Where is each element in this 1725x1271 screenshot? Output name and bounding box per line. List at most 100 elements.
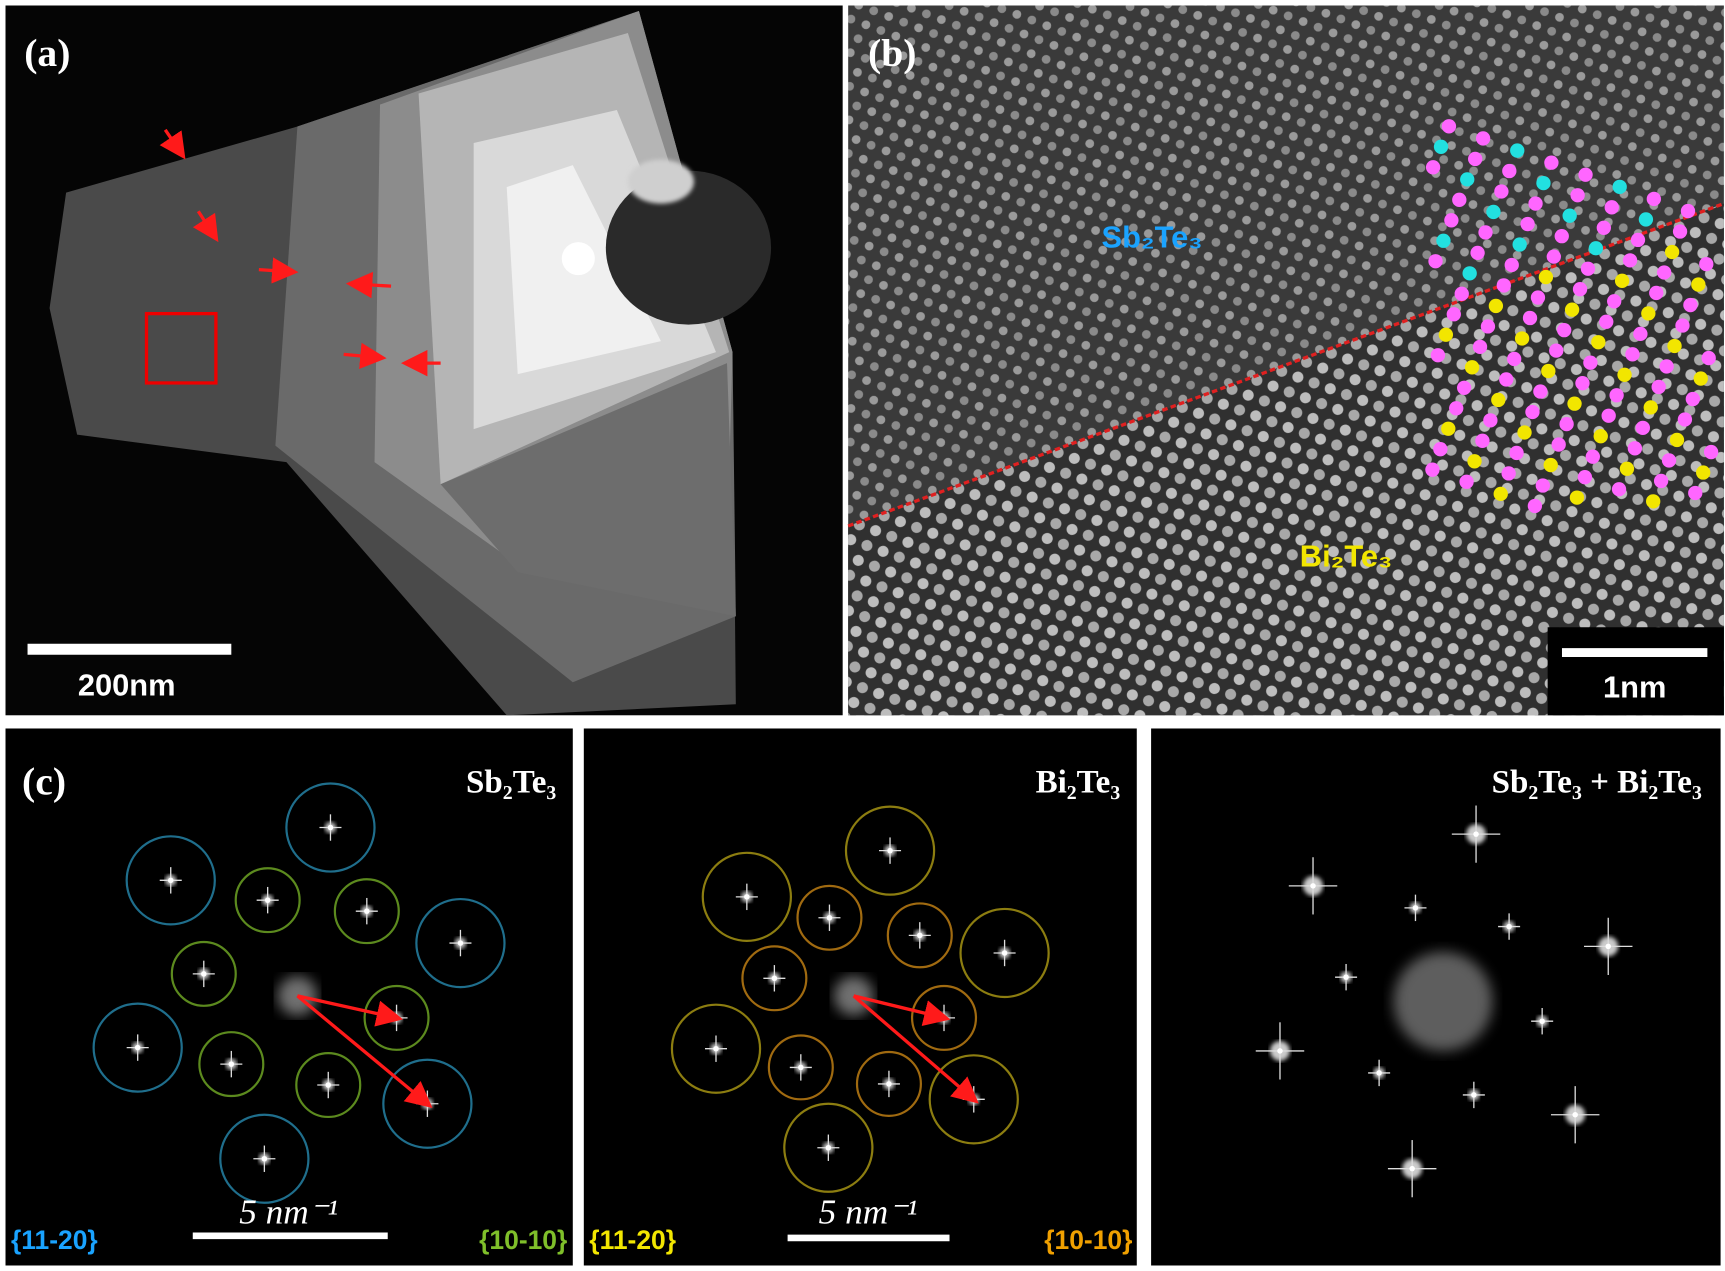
spot-ring	[670, 1003, 762, 1094]
atom-marker	[1446, 307, 1461, 322]
atom-marker	[1467, 454, 1482, 469]
spot-ring	[234, 867, 301, 934]
atom-marker	[1430, 348, 1446, 363]
atom-marker	[1480, 319, 1496, 334]
spot-ring	[285, 782, 376, 873]
atom-marker	[1619, 461, 1635, 476]
atom-marker	[1549, 343, 1564, 358]
atom-marker	[1691, 277, 1706, 292]
atom-marker	[1688, 485, 1703, 501]
atom-marker	[1583, 355, 1598, 370]
atom-marker	[1614, 273, 1630, 288]
atom-marker	[1436, 233, 1451, 248]
spot-ring	[701, 851, 793, 942]
atom-marker	[1646, 191, 1662, 207]
spot-ring	[415, 897, 506, 989]
panel-c: (c) Sb₂Te₃ 5 nm⁻¹ {11-20} {10-10} Bi₂Te₃…	[5, 728, 1721, 1266]
atom-marker	[1659, 359, 1674, 374]
atom-marker	[1507, 351, 1522, 367]
fft-spot	[167, 877, 174, 884]
fft-spot	[744, 894, 750, 900]
atom-marker	[1572, 282, 1588, 297]
spot-ring	[363, 984, 430, 1051]
atom-marker	[1504, 257, 1519, 273]
atom-marker	[1551, 437, 1566, 452]
atom-marker	[1593, 429, 1608, 444]
fft-title: Sb₂Te₃ + Bi₂Te₃	[1492, 764, 1702, 800]
fft-center	[1393, 951, 1493, 1051]
spot-ring	[219, 1113, 310, 1204]
phase-label: Sb₂Te₃	[1102, 220, 1203, 255]
atom-marker	[1651, 379, 1666, 395]
atom-marker	[1630, 232, 1646, 248]
fft-spot	[134, 1044, 141, 1051]
atom-marker	[1493, 486, 1508, 502]
atom-marker	[1664, 244, 1680, 260]
panel-label: (c)	[22, 760, 66, 804]
fft-spot	[713, 1045, 719, 1052]
arrow	[192, 210, 219, 243]
fft-spot	[1277, 1048, 1283, 1054]
region-box	[144, 311, 218, 385]
fft-spot	[1539, 1018, 1545, 1024]
vector-arrow	[853, 994, 951, 1027]
atom-marker	[1512, 237, 1527, 252]
atom-marker	[1438, 327, 1454, 342]
atom-marker	[1611, 482, 1627, 497]
atom-marker	[1470, 245, 1485, 261]
fft-spot	[1471, 1092, 1477, 1098]
atom-marker	[1672, 224, 1688, 239]
spot-ring	[741, 945, 808, 1012]
vector-arrow	[296, 994, 433, 1108]
atom-marker	[1683, 297, 1698, 313]
atom-marker	[1609, 388, 1624, 403]
fft-spot	[228, 1061, 235, 1067]
atom-marker	[1475, 131, 1491, 146]
arrows	[159, 128, 441, 377]
atom-marker	[1701, 350, 1716, 366]
fft-patterns	[92, 782, 1633, 1204]
atom-marker	[1599, 314, 1614, 329]
atom-marker	[1575, 376, 1590, 391]
atom-marker	[1657, 265, 1672, 280]
spot-ring	[855, 1050, 922, 1117]
atom-marker	[1570, 188, 1585, 203]
atom-marker	[1468, 151, 1483, 167]
flake-band	[440, 363, 736, 617]
atom-marker	[1643, 400, 1658, 415]
arrow	[258, 257, 299, 284]
atom-marker	[1441, 421, 1456, 436]
fft-spot	[886, 1081, 892, 1087]
atom-marker	[1667, 338, 1682, 354]
atom-marker	[1538, 269, 1554, 285]
atom-marker	[1425, 462, 1440, 477]
arrow	[345, 271, 392, 299]
fft-spot	[364, 908, 370, 914]
atom-marker	[1536, 175, 1551, 191]
atom-marker	[1680, 203, 1696, 219]
arrow	[343, 342, 387, 369]
fft-spot	[325, 1082, 332, 1088]
vector-arrow	[852, 994, 979, 1104]
particle	[605, 170, 772, 325]
atom-marker	[1425, 160, 1441, 175]
atom-marker	[1677, 412, 1693, 427]
scale-bar-label: 200nm	[78, 667, 176, 702]
fft-spot	[264, 897, 271, 903]
fft-spot	[261, 1156, 268, 1162]
spot-ring	[910, 984, 978, 1051]
fft-spot	[201, 971, 207, 977]
atom-marker	[1475, 433, 1490, 448]
atom-marker	[1472, 339, 1488, 355]
fft-spot	[826, 915, 833, 921]
scale-bar-background	[1547, 627, 1724, 716]
spot-ring	[796, 884, 863, 951]
panel-b: (b) Sb₂Te₃ Bi₂Te₃ 1nm	[847, 5, 1725, 716]
atom-marker	[1517, 425, 1532, 440]
atom-marker	[1567, 396, 1582, 411]
atom-marker	[1514, 331, 1530, 346]
atom-marker	[1661, 453, 1677, 468]
panel-label: (b)	[868, 31, 916, 75]
atom-marker	[1543, 457, 1558, 473]
